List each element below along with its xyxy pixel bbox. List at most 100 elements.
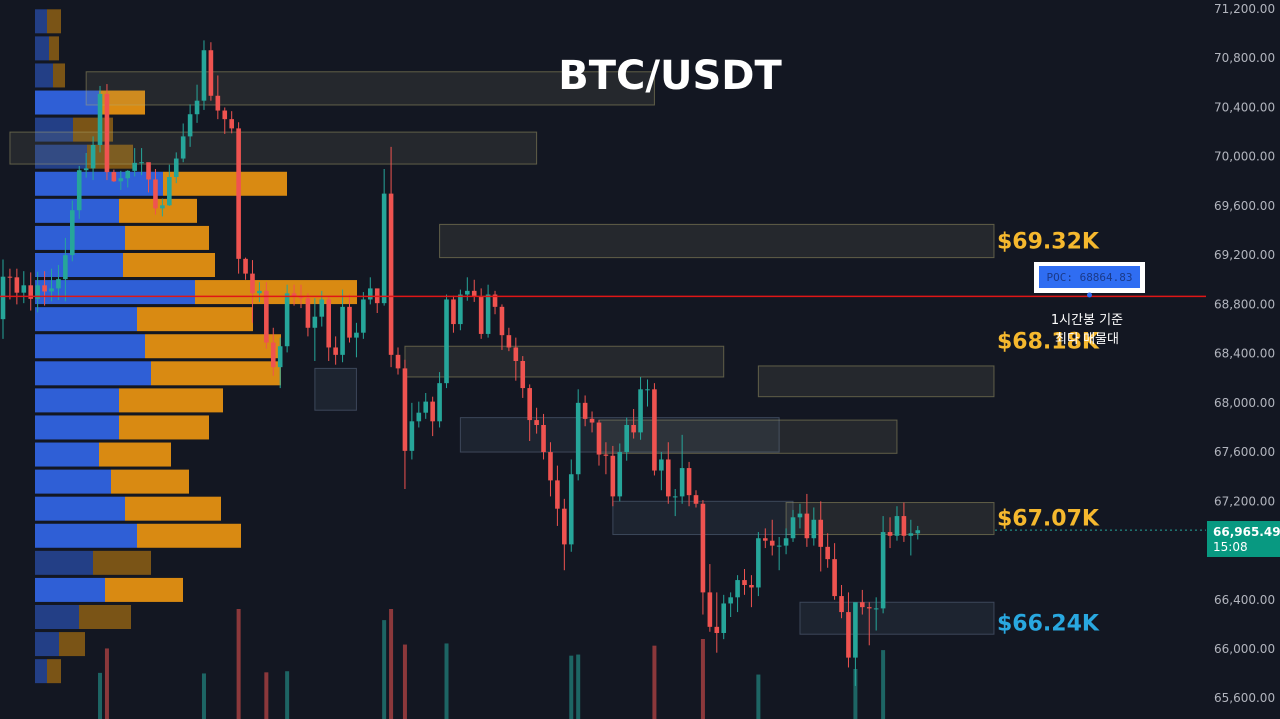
vp-buy-bar (35, 144, 87, 169)
vp-sell-bar (93, 550, 151, 575)
candle (853, 602, 858, 686)
candle (42, 271, 47, 306)
poc-badge[interactable]: POC: 68864.83 (1034, 262, 1145, 298)
vp-buy-bar (35, 388, 119, 413)
volume-bar (236, 609, 241, 719)
candle (846, 592, 851, 668)
volume-bar (402, 644, 407, 719)
candle (915, 525, 921, 540)
candle (395, 347, 401, 375)
y-tick-label: 70,400.00 (1214, 100, 1275, 114)
candle (361, 292, 366, 339)
vp-sell-bar (145, 334, 281, 359)
volume-bar (98, 672, 103, 719)
candle (56, 265, 61, 301)
candle (236, 122, 241, 274)
vp-sell-bar (123, 253, 215, 277)
candle (568, 459, 574, 552)
candle (506, 327, 512, 352)
candle (596, 420, 602, 466)
candle (492, 290, 498, 315)
candle (471, 279, 477, 302)
candle (201, 40, 207, 110)
candle (111, 169, 117, 182)
candle (257, 282, 262, 302)
vp-buy-bar (35, 280, 195, 305)
volume-bar (201, 673, 206, 719)
candle (229, 111, 234, 134)
candle (499, 304, 505, 350)
candle (208, 42, 214, 101)
vp-buy-bar (35, 36, 49, 61)
vp-sell-bar (47, 9, 61, 34)
candle (430, 396, 435, 437)
candle (700, 500, 706, 615)
candle (388, 146, 394, 368)
y-tick-label: 67,200.00 (1214, 494, 1275, 508)
candle (305, 293, 311, 337)
vp-buy-bar (35, 442, 99, 467)
candle (333, 336, 338, 365)
candle (672, 489, 678, 517)
supply-zone (85, 71, 655, 106)
volume-bar (756, 674, 761, 719)
candle (562, 498, 567, 571)
price-axis[interactable]: 71,200.00 70,800.00 70,400.00 70,000.00 69,6… (1214, 2, 1275, 705)
vp-buy-bar (35, 225, 125, 250)
vp-buy-bar (35, 577, 105, 602)
candle (97, 85, 103, 153)
candle (638, 377, 643, 440)
vp-buy-bar (35, 171, 163, 196)
candle (451, 295, 456, 333)
candle (14, 268, 20, 305)
candle (70, 200, 75, 262)
candle (804, 493, 810, 547)
candle (742, 569, 747, 595)
candle (347, 294, 352, 343)
candle (527, 384, 532, 441)
volume-bar (853, 669, 858, 719)
candle (7, 268, 13, 300)
candle (866, 602, 872, 646)
candle (749, 575, 754, 608)
candle (367, 277, 373, 305)
y-tick-label: 68,400.00 (1214, 347, 1275, 361)
vp-buy-bar (35, 496, 125, 521)
volume-bar (382, 620, 387, 719)
candle (76, 165, 82, 219)
candle (776, 537, 782, 571)
vp-sell-bar (105, 577, 183, 602)
supply-zone (9, 131, 538, 165)
candle (146, 162, 151, 193)
candle (589, 411, 595, 433)
y-tick-label: 66,400.00 (1214, 593, 1275, 607)
candle (125, 170, 131, 188)
demand-zone (799, 601, 995, 635)
demand-zone (314, 367, 357, 411)
candle (624, 417, 629, 461)
candle (679, 434, 685, 504)
candle (534, 407, 539, 434)
vp-buy-bar (35, 63, 53, 88)
candle (215, 75, 221, 120)
vp-sell-bar (99, 442, 171, 467)
vp-buy-bar (35, 9, 47, 34)
vp-buy-bar (35, 90, 99, 115)
vp-buy-bar (35, 334, 145, 359)
current-price-value: 66,965.49 (1213, 525, 1280, 539)
candle (797, 503, 803, 529)
candle (721, 594, 727, 640)
vp-sell-bar (47, 659, 61, 684)
candle (513, 337, 519, 381)
candle (873, 597, 879, 631)
candle (381, 169, 387, 306)
candle (444, 294, 449, 389)
candle (104, 84, 110, 181)
candle (118, 170, 124, 190)
chart-title: BTC/USDT (558, 53, 782, 99)
price-zones (9, 71, 995, 635)
vp-buy-bar (35, 550, 93, 575)
candle (665, 442, 671, 504)
